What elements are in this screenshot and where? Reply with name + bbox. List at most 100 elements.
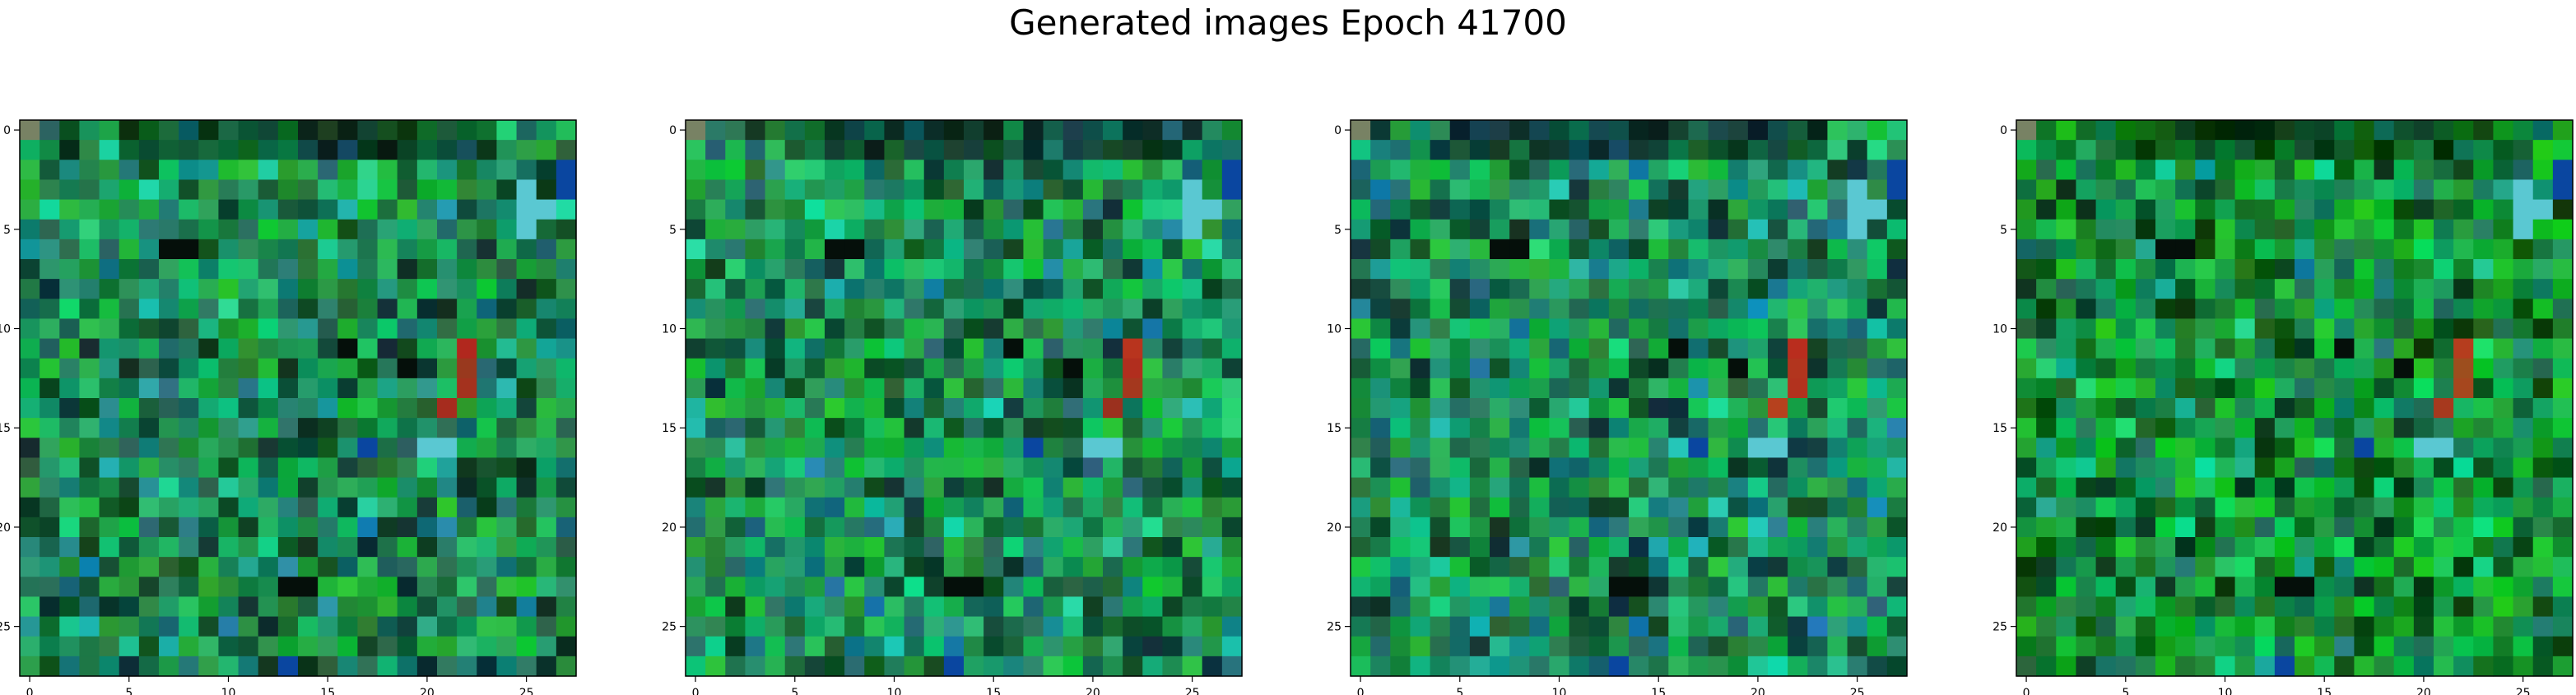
image-pixel: [337, 318, 359, 340]
image-pixel: [725, 140, 746, 160]
image-pixel: [2195, 219, 2216, 240]
image-pixel: [536, 537, 557, 558]
image-pixel: [2314, 457, 2335, 479]
image-pixel: [1142, 577, 1164, 598]
image-pixel: [983, 497, 1004, 518]
image-pixel: [2334, 517, 2355, 538]
image-pixel: [943, 477, 965, 498]
image-pixel: [1768, 438, 1788, 459]
image-pixel: [1062, 636, 1084, 657]
image-pixel: [2234, 517, 2256, 538]
image-pixel: [2413, 577, 2434, 598]
image-pixel: [784, 219, 806, 240]
image-pixel: [2513, 279, 2534, 299]
image-pixel: [2175, 636, 2196, 657]
image-pixel: [864, 219, 886, 240]
image-pixel: [2016, 239, 2037, 260]
image-pixel: [2473, 279, 2495, 299]
y-tick-label: 20: [1992, 521, 2007, 535]
image-pixel: [1003, 199, 1025, 220]
image-pixel: [59, 239, 81, 260]
image-pixel: [884, 457, 905, 479]
image-pixel: [1351, 636, 1371, 657]
image-pixel: [159, 477, 179, 498]
image-pixel: [1469, 219, 1490, 240]
image-pixel: [2413, 616, 2434, 637]
image-pixel: [1123, 140, 1143, 160]
image-pixel: [2434, 577, 2454, 598]
image-pixel: [2413, 477, 2434, 498]
image-pixel: [825, 219, 845, 240]
image-pixel: [725, 219, 746, 240]
image-pixel: [99, 656, 120, 677]
image-pixel: [1043, 577, 1064, 598]
image-pixel: [1847, 199, 1868, 220]
image-pixel: [864, 259, 886, 280]
image-pixel: [1509, 299, 1530, 320]
image-pixel: [2552, 338, 2574, 359]
image-pixel: [2095, 318, 2117, 340]
image-pixel: [1788, 517, 1808, 538]
image-pixel: [1509, 517, 1530, 538]
image-pixel: [20, 358, 40, 379]
image-pixel: [536, 577, 557, 598]
image-pixel: [377, 299, 398, 320]
image-pixel: [765, 477, 786, 498]
image-pixel: [516, 219, 537, 240]
image-pixel: [1688, 418, 1709, 438]
image-pixel: [784, 477, 806, 498]
image-pixel: [1629, 457, 1649, 479]
image-pixel: [1469, 358, 1490, 379]
image-pixel: [59, 616, 81, 637]
image-pixel: [2552, 259, 2574, 280]
image-pixel: [1390, 358, 1411, 379]
image-pixel: [705, 299, 726, 320]
image-pixel: [2195, 457, 2216, 479]
image-pixel: [1867, 318, 1888, 340]
image-pixel: [1747, 259, 1769, 280]
image-pixel: [1351, 398, 1371, 419]
image-pixel: [884, 497, 905, 518]
image-pixel: [2532, 438, 2554, 459]
image-pixel: [2195, 179, 2216, 201]
image-pixel: [1688, 537, 1709, 558]
image-pixel: [2453, 457, 2474, 479]
image-pixel: [2493, 299, 2514, 320]
image-pixel: [516, 259, 537, 280]
image-pixel: [119, 596, 140, 618]
image-pixel: [1569, 219, 1590, 240]
image-pixel: [1202, 259, 1223, 280]
image-pixel: [2056, 199, 2077, 220]
image-pixel: [2374, 438, 2395, 459]
image-pixel: [2314, 438, 2335, 459]
image-pixel: [2135, 616, 2156, 637]
image-pixel: [2175, 537, 2196, 558]
image-pixel: [377, 517, 398, 538]
image-pixel: [2393, 259, 2415, 280]
image-pixel: [40, 616, 60, 637]
image-pixel: [258, 199, 279, 220]
image-pixel: [765, 279, 786, 299]
image-pixel: [1629, 577, 1649, 598]
image-pixel: [2274, 140, 2295, 160]
image-pixel: [2215, 537, 2236, 558]
image-pixel: [2334, 438, 2355, 459]
image-pixel: [1688, 338, 1709, 359]
image-pixel: [1003, 299, 1025, 320]
image-pixel: [2513, 318, 2534, 340]
image-pixel: [2354, 537, 2375, 558]
image-pixel: [2413, 239, 2434, 260]
image-pixel: [516, 338, 537, 359]
image-pixel: [477, 378, 498, 399]
image-pixel: [1807, 596, 1829, 618]
image-pixel: [138, 239, 160, 260]
image-pixel: [1003, 259, 1025, 280]
image-pixel: [2532, 517, 2554, 538]
image-pixel: [2354, 517, 2375, 538]
image-pixel: [337, 636, 359, 657]
image-pixel: [2175, 279, 2196, 299]
image-pixel: [496, 557, 518, 577]
image-pixel: [2036, 477, 2057, 498]
image-pixel: [884, 398, 905, 419]
image-pixel: [2295, 279, 2315, 299]
